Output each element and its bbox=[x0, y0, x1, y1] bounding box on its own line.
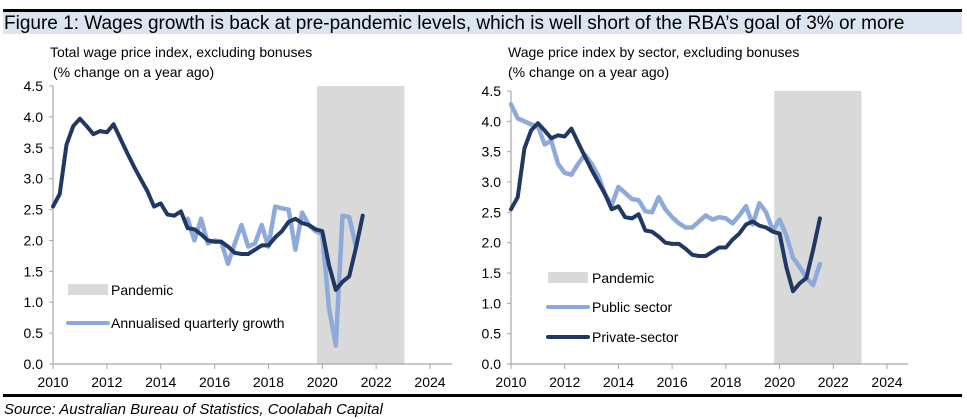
series-layer bbox=[51, 116, 365, 348]
y-tick-label: 4.0 bbox=[24, 109, 44, 125]
y-tick-label: 3.5 bbox=[24, 140, 44, 156]
legend: Pandemic Annualised quarterly growth bbox=[66, 282, 285, 331]
x-tick-label: 2022 bbox=[361, 374, 392, 390]
y-tick-label: 2.5 bbox=[482, 204, 502, 220]
y-tick-label: 1.0 bbox=[482, 295, 502, 311]
source-note: Source: Australian Bureau of Statistics,… bbox=[4, 401, 383, 418]
y-tick-label: 3.0 bbox=[482, 174, 502, 190]
y-tick-label: 3.0 bbox=[24, 171, 44, 187]
chart-wage-index-by-sector: Wage price index by sector, excluding bo… bbox=[482, 44, 908, 390]
y-tick-label: 1.0 bbox=[24, 294, 44, 310]
top-rule bbox=[3, 9, 962, 12]
x-tick-label: 2014 bbox=[603, 374, 634, 390]
legend-label-pandemic: Pandemic bbox=[111, 282, 173, 298]
legend-label-pandemic: Pandemic bbox=[592, 270, 654, 286]
title-bar bbox=[3, 12, 962, 34]
axes-layer: 0.0 0.5 1.0 1.5 2.0 2.5 3.0 3.5 4.0 4.5 2010 2012 20… bbox=[24, 78, 452, 390]
y-tick-label: 0.5 bbox=[24, 325, 44, 341]
x-tick-label: 2018 bbox=[253, 374, 284, 390]
x-tick-label: 2016 bbox=[657, 374, 688, 390]
x-tick-label: 2010 bbox=[495, 374, 526, 390]
y-tick-label: 2.0 bbox=[24, 232, 44, 248]
x-tick-label: 2010 bbox=[37, 374, 68, 390]
legend-swatch-pandemic bbox=[548, 272, 588, 283]
x-tick-label: 2024 bbox=[414, 374, 445, 390]
series-line-private-sector bbox=[509, 121, 822, 294]
chart-total-wage-index: Total wage price index, excluding bonuse… bbox=[24, 44, 452, 390]
x-tick-label: 2020 bbox=[307, 374, 338, 390]
x-tick-label: 2012 bbox=[549, 374, 580, 390]
y-tick-label: 4.5 bbox=[482, 83, 502, 99]
series-line-total-wage-price-index-y-y bbox=[51, 116, 365, 292]
x-tick-label: 2020 bbox=[764, 374, 795, 390]
y-tick-label: 1.5 bbox=[482, 265, 502, 281]
figure-title: Figure 1: Wages growth is back at pre-pa… bbox=[4, 13, 905, 34]
y-tick-label: 0.0 bbox=[482, 356, 502, 372]
legend-label-annualised-quarterly-growth: Annualised quarterly growth bbox=[111, 315, 285, 331]
chart-title: Wage price index by sector, excluding bo… bbox=[508, 44, 799, 60]
y-tick-label: 3.5 bbox=[482, 144, 502, 160]
legend-swatch-pandemic bbox=[68, 284, 108, 295]
bottom-rule bbox=[3, 394, 962, 397]
legend: Pandemic Public sector Private-sector bbox=[546, 270, 679, 345]
axes-layer: 0.0 0.5 1.0 1.5 2.0 2.5 3.0 3.5 4.0 4.5 2010 2012 20… bbox=[482, 83, 908, 390]
legend-label-private-sector: Private-sector bbox=[592, 329, 679, 345]
x-tick-label: 2024 bbox=[871, 374, 902, 390]
legend-label-public-sector: Public sector bbox=[592, 299, 672, 315]
chart-title: Total wage price index, excluding bonuse… bbox=[50, 44, 312, 60]
x-tick-label: 2018 bbox=[710, 374, 741, 390]
y-tick-label: 0.5 bbox=[482, 326, 502, 342]
series-line-public-sector bbox=[508, 102, 823, 288]
x-tick-label: 2012 bbox=[91, 374, 122, 390]
y-tick-label: 4.5 bbox=[24, 78, 44, 94]
x-tick-label: 2022 bbox=[818, 374, 849, 390]
y-tick-label: 1.5 bbox=[24, 263, 44, 279]
y-tick-label: 4.0 bbox=[482, 113, 502, 129]
y-tick-label: 2.5 bbox=[24, 202, 44, 218]
y-tick-label: 2.0 bbox=[482, 235, 502, 251]
y-tick-label: 0.0 bbox=[24, 356, 44, 372]
series-layer bbox=[508, 102, 823, 294]
chart-subtitle: (% change on a year ago) bbox=[508, 64, 669, 80]
x-tick-label: 2016 bbox=[199, 374, 230, 390]
x-tick-label: 2014 bbox=[145, 374, 176, 390]
chart-subtitle: (% change on a year ago) bbox=[53, 64, 214, 80]
